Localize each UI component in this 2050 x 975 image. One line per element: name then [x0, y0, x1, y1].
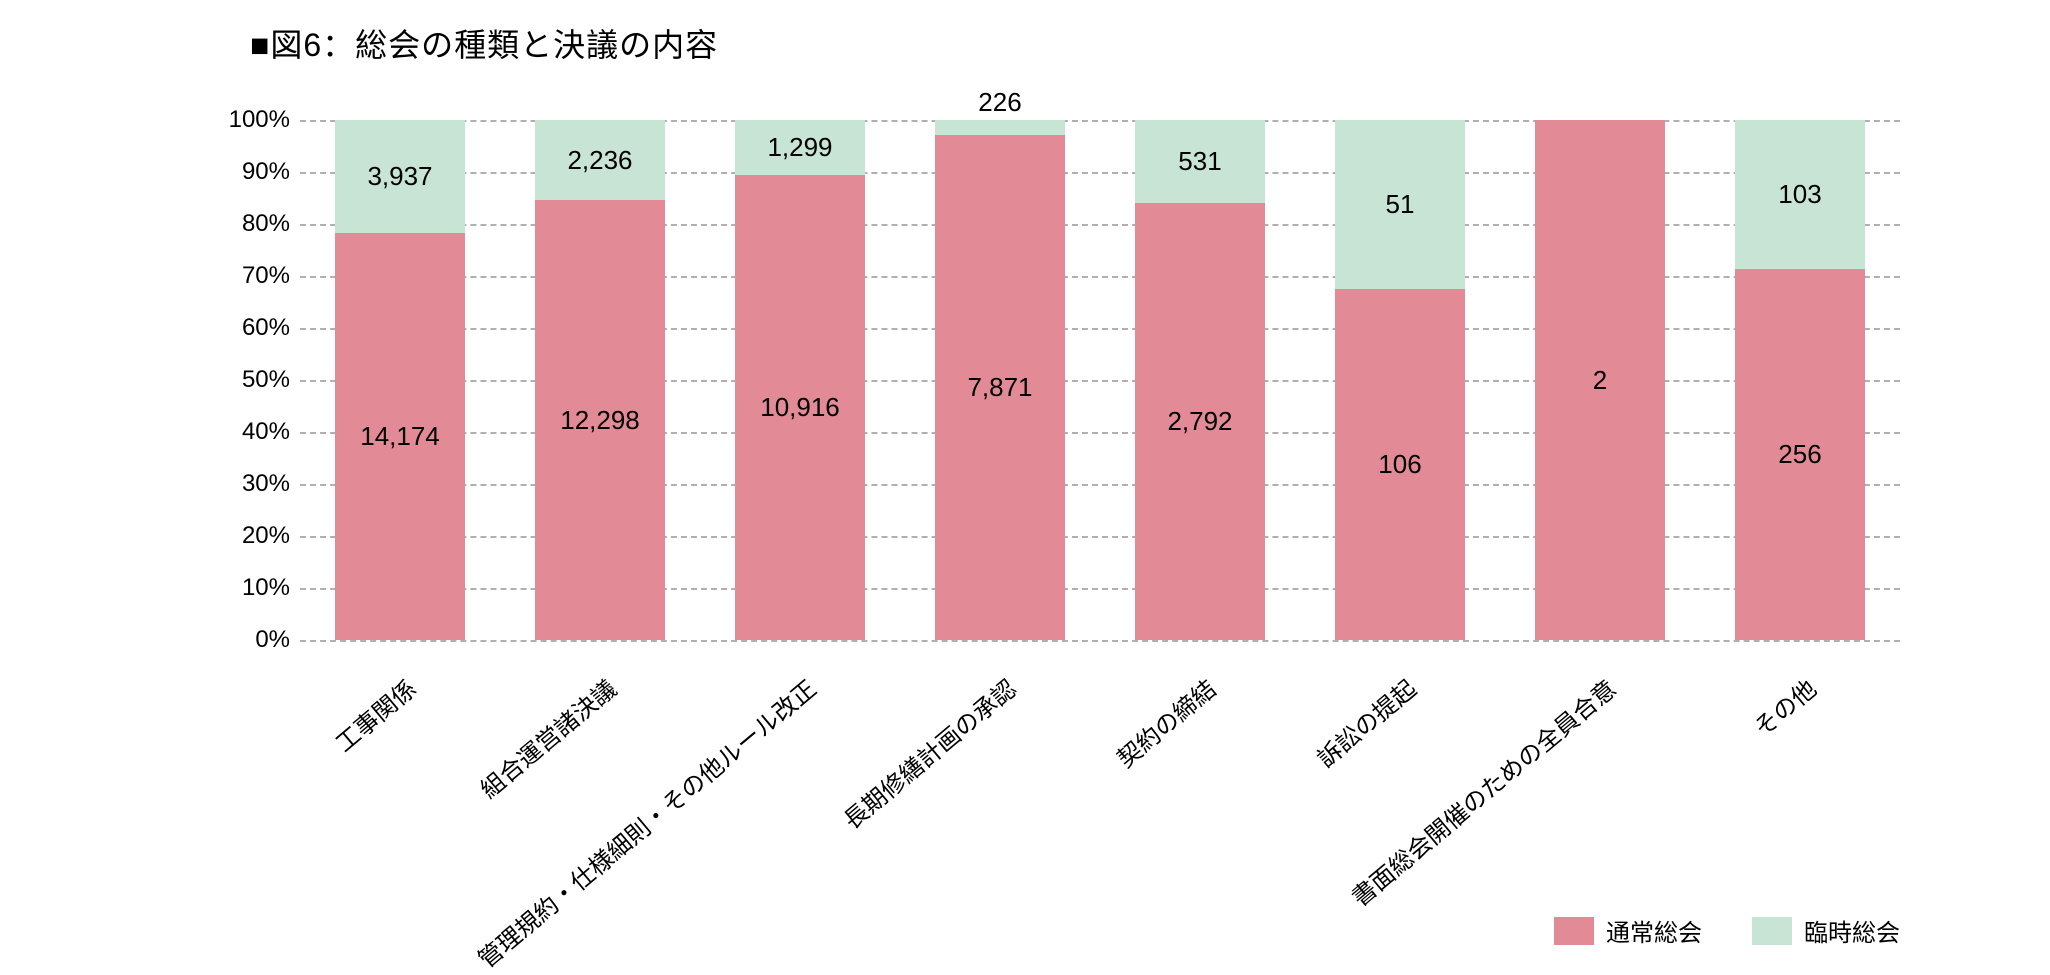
bar-value-label: 2,236 [567, 145, 632, 176]
bar-segment-top: 51 [1335, 120, 1465, 289]
bar-value-label: 7,871 [967, 372, 1032, 403]
bar-value-label: 103 [1778, 179, 1821, 210]
bars-container: 3,937 14,174 2,236 12,298 1,299 10,916 226 7,87… [300, 120, 1900, 640]
bar-value-label: 226 [978, 87, 1021, 118]
legend-label: 臨時総会 [1804, 913, 1900, 948]
bar-segment-top: 226 [935, 120, 1065, 135]
bar-segment-bottom: 106 [1335, 289, 1465, 640]
bar-segment-top: 103 [1735, 120, 1865, 269]
bar-group: 2 [1535, 120, 1665, 640]
y-tick: 10% [220, 574, 290, 602]
y-tick: 100% [220, 106, 290, 134]
bar-value-label: 256 [1778, 439, 1821, 470]
bar-segment-top: 3,937 [335, 120, 465, 233]
y-tick: 0% [220, 626, 290, 654]
bar-value-label: 14,174 [360, 421, 440, 452]
y-tick: 90% [220, 158, 290, 186]
legend-label: 通常総会 [1606, 913, 1702, 948]
y-tick: 40% [220, 418, 290, 446]
chart-title: ■図6：総会の種類と決議の内容 [250, 20, 718, 66]
y-tick: 80% [220, 210, 290, 238]
legend-item: 通常総会 [1554, 913, 1702, 948]
bar-segment-bottom: 14,174 [335, 233, 465, 640]
bar-segment-bottom: 10,916 [735, 175, 865, 640]
y-tick: 70% [220, 262, 290, 290]
bar-value-label: 2 [1593, 365, 1607, 396]
bar-segment-top: 1,299 [735, 120, 865, 175]
bar-group: 3,937 14,174 [335, 120, 465, 640]
bar-value-label: 10,916 [760, 392, 840, 423]
y-axis: 0%10%20%30%40%50%60%70%80%90%100% [220, 120, 300, 640]
y-tick: 60% [220, 314, 290, 342]
bar-segment-bottom: 256 [1735, 269, 1865, 640]
y-tick: 50% [220, 366, 290, 394]
bar-segment-bottom: 7,871 [935, 135, 1065, 640]
chart-plot-area: 0%10%20%30%40%50%60%70%80%90%100% 3,9371… [300, 120, 1900, 640]
bar-segment-bottom: 2,792 [1135, 203, 1265, 640]
bar-segment-top: 2,236 [535, 120, 665, 200]
legend-item: 臨時総会 [1752, 913, 1900, 948]
y-tick: 20% [220, 522, 290, 550]
bar-value-label: 2,792 [1167, 406, 1232, 437]
bar-value-label: 106 [1378, 449, 1421, 480]
bar-segment-bottom: 2 [1535, 120, 1665, 640]
bar-segment-top: 531 [1135, 120, 1265, 203]
bar-group: 51 106 [1335, 120, 1465, 640]
bar-value-label: 531 [1178, 146, 1221, 177]
legend-swatch [1752, 917, 1792, 945]
legend-swatch [1554, 917, 1594, 945]
bar-group: 226 7,871 [935, 120, 1065, 640]
bar-group: 531 2,792 [1135, 120, 1265, 640]
bar-value-label: 51 [1386, 189, 1415, 220]
y-tick: 30% [220, 470, 290, 498]
bar-value-label: 1,299 [767, 132, 832, 163]
bar-group: 1,299 10,916 [735, 120, 865, 640]
bar-value-label: 12,298 [560, 405, 640, 436]
bar-segment-bottom: 12,298 [535, 200, 665, 640]
bar-value-label: 3,937 [367, 161, 432, 192]
grid-line [300, 640, 1900, 642]
bar-group: 2,236 12,298 [535, 120, 665, 640]
legend: 通常総会 臨時総会 [1554, 913, 1900, 948]
bar-group: 103 256 [1735, 120, 1865, 640]
